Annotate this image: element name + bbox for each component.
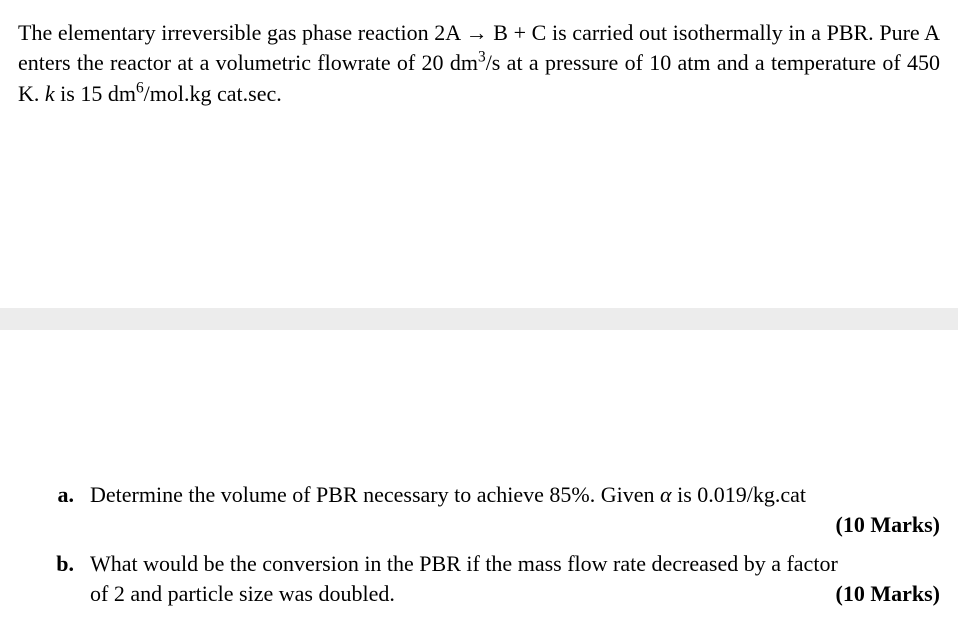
k-text: is 15 dm bbox=[55, 81, 136, 106]
questions-list: a. Determine the volume of PBR necessary… bbox=[18, 480, 940, 617]
question-b-text-line2: of 2 and particle size was doubled. bbox=[90, 579, 395, 609]
page-divider bbox=[0, 308, 958, 330]
question-a: a. Determine the volume of PBR necessary… bbox=[18, 480, 940, 541]
question-b: b. What would be the conversion in the P… bbox=[18, 549, 940, 610]
k-symbol: k bbox=[45, 81, 55, 106]
question-b-body: What would be the conversion in the PBR … bbox=[90, 549, 940, 610]
question-b-marker: b. bbox=[18, 549, 90, 610]
question-a-marks: (10 Marks) bbox=[836, 510, 940, 540]
question-b-marks: (10 Marks) bbox=[836, 579, 940, 609]
superscript-6: 6 bbox=[136, 79, 144, 96]
k-unit-tail: /mol.kg cat.sec. bbox=[144, 81, 282, 106]
question-b-text-line1: What would be the conversion in the PBR … bbox=[90, 551, 838, 576]
question-a-text-2: is 0.019/kg.cat bbox=[672, 482, 806, 507]
question-a-text-1: Determine the volume of PBR necessary to… bbox=[90, 482, 660, 507]
reaction-arrow: → bbox=[466, 20, 488, 45]
problem-statement: The elementary irreversible gas phase re… bbox=[0, 0, 958, 109]
problem-text-prefix: The elementary irreversible gas phase re… bbox=[18, 20, 466, 45]
question-a-marker: a. bbox=[18, 480, 90, 541]
alpha-symbol: α bbox=[660, 482, 672, 507]
question-a-body: Determine the volume of PBR necessary to… bbox=[90, 480, 940, 541]
superscript-3: 3 bbox=[478, 49, 486, 66]
